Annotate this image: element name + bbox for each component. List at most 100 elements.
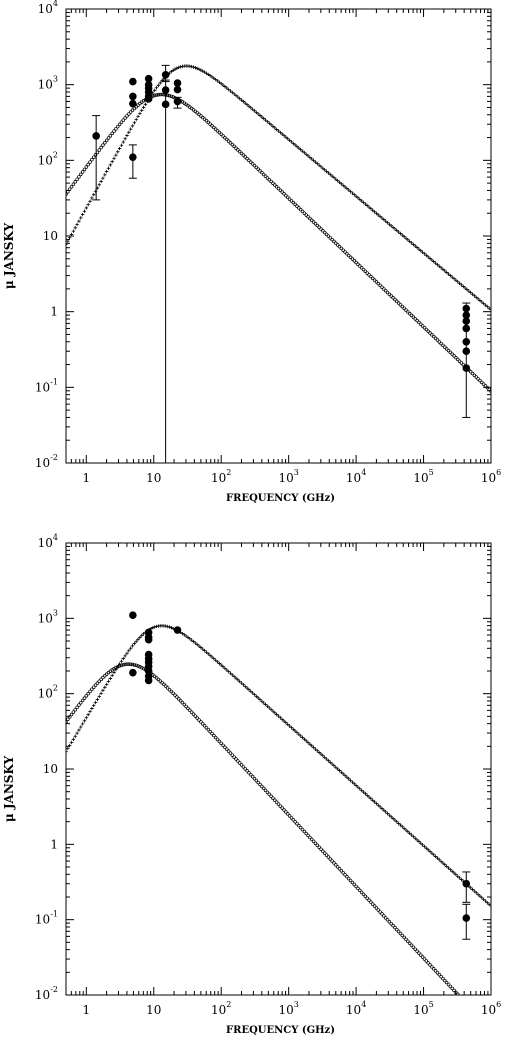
curve-circle-marker — [210, 731, 214, 736]
curve-plus-marker — [202, 70, 207, 74]
curve-circle-marker — [441, 343, 445, 348]
curve-plus-marker — [411, 242, 416, 247]
curve-plus-marker — [468, 290, 473, 295]
curve-plus-marker — [284, 721, 288, 725]
curve-circle-marker — [173, 693, 177, 697]
curve-plus-marker — [141, 632, 146, 636]
curve-plus-marker — [204, 650, 209, 654]
curve-plus-marker — [341, 772, 345, 776]
curve-circle-marker — [117, 664, 122, 668]
curve-circle-marker — [361, 892, 366, 897]
curve-circle-marker — [406, 310, 410, 314]
curve-plus-marker — [130, 644, 135, 648]
curve-circle-marker — [188, 708, 192, 713]
curve-plus-marker — [97, 183, 101, 187]
curve-plus-marker — [125, 133, 129, 138]
curve-plus-marker — [347, 777, 351, 781]
curve-plus-marker — [385, 220, 390, 225]
curve-plus-marker — [86, 202, 90, 207]
curve-plus-marker — [448, 867, 453, 872]
tick-base: 10 — [38, 2, 53, 16]
y-tick-label: 1 — [50, 305, 58, 319]
curve-plus-marker — [90, 706, 94, 711]
curve-circle-marker — [304, 831, 308, 836]
curve-plus-marker — [363, 791, 368, 796]
curve-circle-marker — [293, 202, 297, 207]
curve-plus-marker — [446, 272, 451, 276]
curve-circle-marker — [273, 183, 277, 187]
curve-plus-marker — [201, 69, 205, 73]
curve-plus-marker — [71, 737, 76, 742]
tick-exponent: -2 — [50, 453, 58, 462]
curve-circle-marker — [297, 823, 301, 828]
curve-plus-marker — [300, 735, 305, 740]
data-point — [144, 635, 153, 644]
curve-plus-marker — [193, 66, 198, 70]
curve-circle-marker — [193, 714, 198, 718]
curve-plus-marker — [337, 180, 342, 184]
curve-plus-marker — [444, 864, 449, 869]
curve-circle-marker — [75, 177, 79, 182]
curve-plus-marker — [363, 202, 368, 206]
curve-plus-marker — [417, 839, 421, 844]
curve-plus-marker — [372, 800, 377, 804]
curve-circle-marker — [457, 359, 462, 363]
curve-plus-marker — [108, 676, 113, 681]
curve-circle-marker — [284, 193, 288, 198]
curve-plus-marker — [332, 763, 336, 768]
curve-plus-marker — [302, 151, 307, 155]
curve-circle-marker — [395, 299, 399, 304]
curve-plus-marker — [132, 641, 137, 646]
curve-plus-marker — [243, 101, 247, 105]
curve-circle-marker — [97, 679, 102, 683]
data-point — [129, 77, 137, 86]
data-point — [129, 99, 137, 108]
curve-circle-marker — [66, 717, 70, 722]
curve-plus-marker — [395, 820, 399, 824]
curve-plus-marker — [354, 783, 358, 788]
curve-circle-marker — [332, 861, 336, 865]
curve-plus-marker — [239, 98, 244, 102]
curve-circle-marker — [228, 141, 233, 145]
curve-plus-marker — [326, 758, 331, 763]
curve-plus-marker — [396, 230, 401, 234]
curve-circle-marker — [389, 294, 393, 298]
curve-circle-marker — [444, 347, 449, 351]
curve-plus-marker — [252, 692, 257, 697]
curve-circle-marker — [426, 961, 430, 965]
curve-plus-marker — [317, 750, 321, 755]
curve-plus-marker — [273, 711, 277, 715]
curve-circle-marker — [69, 184, 74, 189]
curve-plus-marker — [274, 127, 279, 132]
curve-plus-marker — [472, 294, 477, 298]
curve-circle-marker — [376, 908, 381, 912]
curve-circle-marker — [254, 165, 259, 170]
curve-plus-marker — [66, 239, 70, 243]
curve-circle-marker — [91, 685, 96, 689]
curve-plus-marker — [432, 853, 436, 857]
curve-circle-marker — [311, 839, 316, 844]
curve-plus-marker — [439, 859, 443, 864]
curve-circle-marker — [225, 137, 229, 142]
curve-plus-marker — [472, 889, 477, 893]
curve-circle-marker — [278, 188, 283, 193]
curve-circle-marker — [424, 959, 429, 963]
tick-base: 10 — [35, 380, 50, 394]
curve-plus-marker — [367, 205, 371, 209]
curve-circle-marker — [324, 853, 329, 857]
curve-plus-marker — [300, 149, 305, 153]
curve-plus-marker — [80, 212, 85, 217]
curve-plus-marker — [422, 252, 427, 256]
curve-circle-marker — [298, 825, 303, 830]
curve-circle-marker — [306, 833, 310, 838]
data-points — [129, 611, 471, 940]
curve-circle-marker — [195, 716, 199, 720]
curve-circle-marker — [359, 266, 364, 270]
curve-plus-marker — [319, 752, 323, 756]
curve-circle-marker — [128, 662, 133, 666]
data-point — [144, 74, 153, 83]
curve-plus-marker — [383, 810, 388, 814]
data-point — [161, 86, 170, 94]
curve-plus-marker — [69, 232, 74, 237]
curve-circle-marker — [226, 749, 231, 753]
